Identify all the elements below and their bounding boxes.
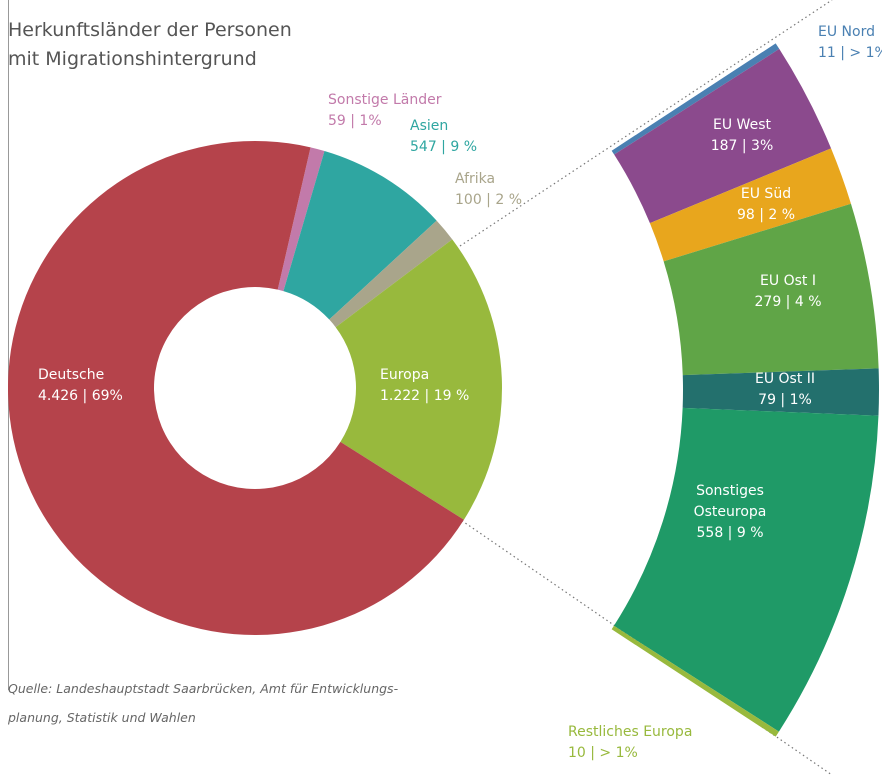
- category-label: Sonstige Länder: [328, 92, 442, 108]
- data-label: EU West 187 | 3%: [711, 115, 774, 157]
- data-label: EU Nord 11 | > 1%: [818, 22, 882, 64]
- category-label: Asien: [410, 118, 449, 134]
- ring-segment: [649, 148, 851, 262]
- ring-segment: [613, 407, 879, 732]
- category-label: Afrika: [455, 171, 496, 187]
- data-label: EU Süd 98 | 2 %: [737, 184, 795, 226]
- value-label: 11 | > 1%: [818, 45, 882, 61]
- category-label: EU Nord: [818, 24, 875, 40]
- value-label: 187 | 3%: [710, 138, 774, 154]
- source: Quelle: Landeshauptstadt Saarbrücken, Am…: [8, 674, 398, 732]
- category-label: EU Ost I: [760, 273, 816, 289]
- chart-title: Herkunftsländer der Personen mit Migrati…: [8, 19, 292, 70]
- donut-segment: [277, 147, 325, 292]
- data-label: Deutsche 4.426 | 69%: [38, 365, 123, 407]
- ring-segment: [611, 43, 780, 155]
- ring-segment: [614, 48, 832, 224]
- category-label: Sonstiges Osteuropa: [693, 483, 767, 520]
- value-label: 1.222 | 19 %: [380, 388, 470, 404]
- category-label: Restliches Europa: [568, 724, 693, 740]
- value-label: 4.426 | 69%: [38, 388, 123, 404]
- category-label: EU Ost II: [754, 371, 816, 387]
- value-label: 547 | 9 %: [410, 139, 477, 155]
- category-label: Europa: [380, 367, 430, 383]
- donut-segment: [283, 150, 437, 320]
- value-label: 279 | 4 %: [754, 294, 822, 310]
- value-label: 98 | 2 %: [736, 207, 796, 223]
- donut-segment: [8, 141, 464, 636]
- source-line: Quelle: Landeshauptstadt Saarbrücken, Am…: [8, 681, 399, 696]
- category-label: EU West: [713, 117, 771, 133]
- data-label: Asien 547 | 9 %: [410, 116, 477, 158]
- ring-segment: [611, 625, 779, 737]
- category-label: Deutsche: [38, 367, 105, 383]
- ring-segment: [682, 368, 879, 416]
- value-label: 79 | 1%: [758, 392, 812, 408]
- data-label: Europa 1.222 | 19 %: [380, 365, 469, 407]
- donut-segment: [335, 239, 502, 520]
- value-label: 558 | 9 %: [696, 525, 764, 541]
- data-label: Sonstige Länder 59 | 1%: [328, 90, 441, 132]
- ring-segment: [663, 203, 879, 376]
- data-label: EU Ost I 279 | 4 %: [755, 271, 822, 313]
- value-label: 59 | 1%: [328, 113, 382, 129]
- data-label: Afrika 100 | 2 %: [455, 169, 522, 211]
- category-label: EU Süd: [740, 186, 792, 202]
- data-label: Restliches Europa 10 | > 1%: [568, 722, 692, 764]
- data-label: Sonstiges Osteuropa 558 | 9 %: [680, 481, 780, 544]
- donut-segment: [329, 220, 453, 328]
- data-label: EU Ost II 79 | 1%: [755, 369, 815, 411]
- value-label: 100 | 2 %: [455, 192, 522, 208]
- value-label: 10 | > 1%: [568, 745, 638, 761]
- source-line: planung, Statistik und Wahlen: [8, 710, 196, 725]
